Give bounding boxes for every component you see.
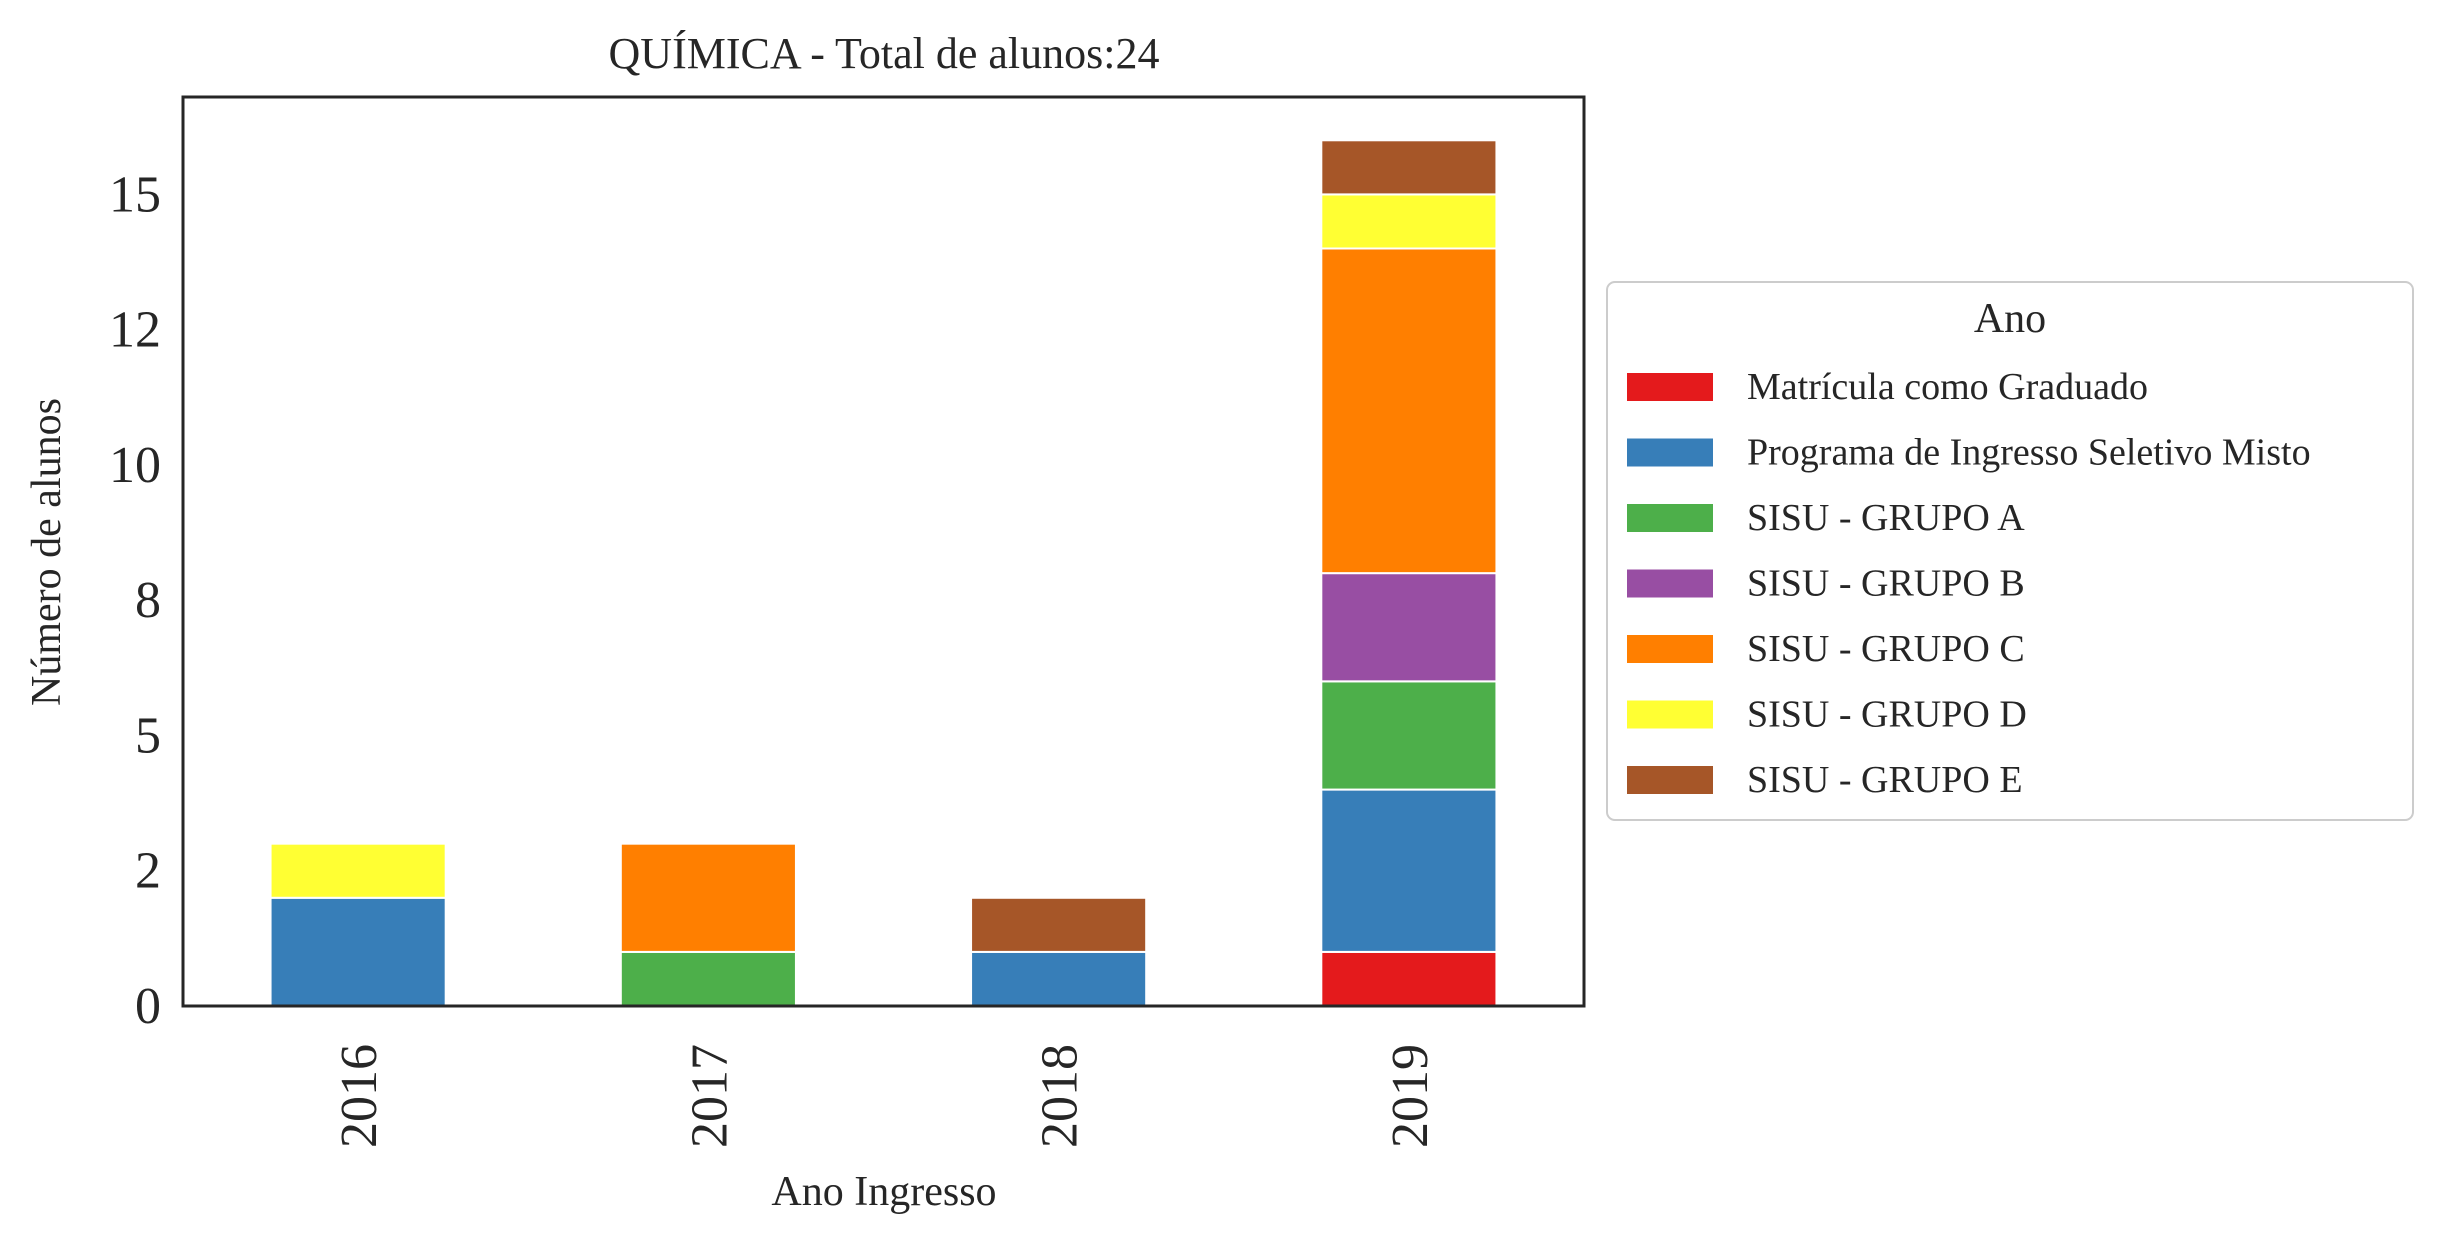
- legend-label-2: Programa de Ingresso Seletivo Misto: [1747, 432, 2311, 474]
- bar-segment-2018-7: [970, 896, 1148, 953]
- bar-segment-2019-6: [1320, 193, 1498, 250]
- y-tick-label: 15: [109, 166, 161, 223]
- bar-segment-2019-7: [1320, 139, 1498, 196]
- x-tick-label: 2016: [331, 1044, 388, 1148]
- x-tick-label: 2019: [1382, 1044, 1439, 1148]
- bar-segment-2019-5: [1320, 247, 1498, 575]
- y-tick-label: 12: [109, 302, 161, 359]
- y-tick-label: 8: [135, 572, 161, 629]
- legend-swatch-1: [1627, 373, 1713, 401]
- legend-label-3: SISU - GRUPO A: [1747, 497, 2025, 539]
- legend-swatch-2: [1627, 438, 1713, 467]
- bar-segment-2019-2: [1320, 788, 1498, 953]
- legend-title: Ano: [1974, 296, 2046, 342]
- bars-layer: [269, 139, 1498, 1008]
- legend-box: [1606, 281, 2414, 821]
- legend-label-4: SISU - GRUPO B: [1747, 563, 2025, 605]
- legend-label-6: SISU - GRUPO D: [1747, 694, 2027, 736]
- bar-segment-2017-5: [619, 842, 797, 953]
- y-tick-label: 5: [135, 707, 161, 764]
- chart-title: QUÍMICA - Total de alunos:24: [609, 29, 1160, 78]
- legend-label-7: SISU - GRUPO E: [1747, 759, 2023, 801]
- y-tick-label: 10: [109, 437, 161, 494]
- bar-segment-2017-3: [619, 950, 797, 1008]
- legend-swatch-5: [1627, 635, 1713, 663]
- bar-segment-2019-4: [1320, 572, 1498, 683]
- y-axis-ticks: 0 2 5 8 10 12 15: [109, 166, 161, 1035]
- y-tick-label: 2: [135, 843, 161, 900]
- x-axis-ticks: 2016 2017 2018 2019: [331, 1044, 1439, 1148]
- legend-swatch-6: [1627, 700, 1713, 729]
- y-tick-label: 0: [135, 978, 161, 1035]
- legend-label-1: Matrícula como Graduado: [1747, 366, 2148, 408]
- x-tick-label: 2018: [1032, 1044, 1089, 1148]
- legend: Ano Matrícula como Graduado Programa de I…: [1606, 281, 2414, 821]
- legend-label-5: SISU - GRUPO C: [1747, 628, 2025, 670]
- bar-segment-2016-6: [269, 842, 447, 899]
- plot-frame: [181, 95, 1586, 1008]
- x-axis-label: Ano Ingresso: [771, 1169, 996, 1215]
- bar-segment-2019-1: [1320, 950, 1498, 1008]
- legend-swatch-3: [1627, 504, 1713, 532]
- bar-segment-2019-3: [1320, 680, 1498, 791]
- legend-swatch-4: [1627, 569, 1713, 598]
- bar-segment-2018-2: [970, 950, 1148, 1008]
- legend-swatch-7: [1627, 766, 1713, 794]
- x-tick-label: 2017: [681, 1044, 738, 1148]
- y-axis-label: Número de alunos: [24, 398, 70, 706]
- bar-segment-2016-2: [269, 896, 447, 1007]
